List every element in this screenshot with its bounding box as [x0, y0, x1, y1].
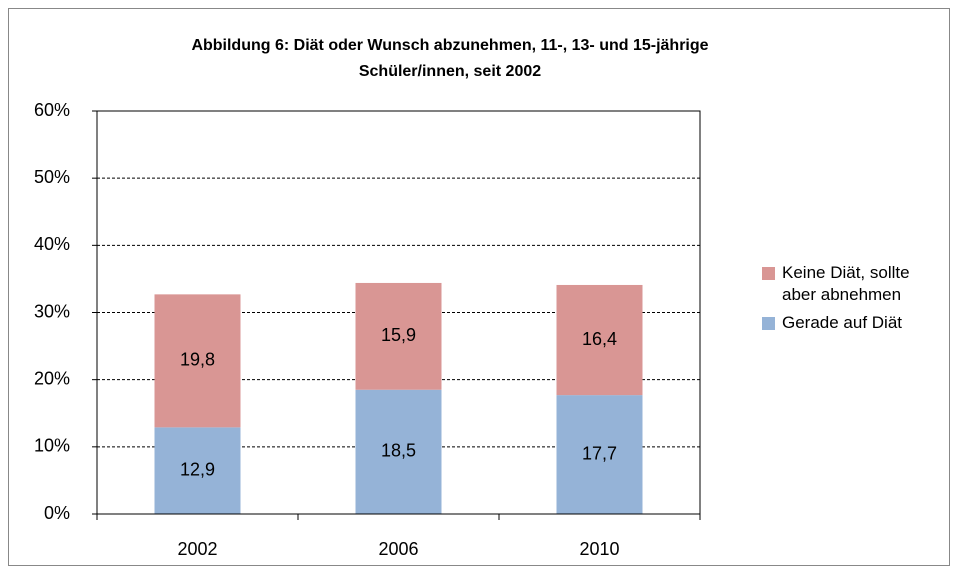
y-tick-label: 20% — [34, 368, 70, 388]
bar-segment — [556, 395, 643, 514]
legend-swatch — [762, 267, 775, 280]
y-tick-label: 10% — [34, 436, 70, 456]
bar-segment — [154, 294, 241, 428]
bar-segment — [154, 427, 241, 514]
y-tick-label: 50% — [34, 167, 70, 187]
legend-swatch — [762, 317, 775, 330]
data-label: 16,4 — [582, 329, 617, 349]
legend-item: Gerade auf Diät — [762, 312, 942, 334]
data-label: 19,8 — [180, 350, 215, 370]
plot-border — [96, 110, 701, 515]
data-label: 12,9 — [180, 459, 215, 479]
legend: Keine Diät, sollte aber abnehmen Gerade a… — [762, 262, 942, 340]
bar-segment — [355, 282, 442, 390]
y-tick-label: 60% — [34, 100, 70, 120]
x-tick-label: 2002 — [177, 539, 217, 559]
data-label: 18,5 — [381, 441, 416, 461]
legend-label: Gerade auf Diät — [782, 313, 903, 332]
chart-title: Abbildung 6: Diät oder Wunsch abzunehmen… — [191, 37, 708, 54]
data-label: 15,9 — [381, 325, 416, 345]
y-tick-label: 30% — [34, 301, 70, 321]
x-tick-label: 2010 — [579, 539, 619, 559]
y-tick-label: 40% — [34, 234, 70, 254]
chart-title: Schüler/innen, seit 2002 — [359, 63, 541, 80]
legend-item: Keine Diät, sollte aber abnehmen — [762, 262, 942, 306]
x-tick-label: 2006 — [378, 539, 418, 559]
legend-label: Keine Diät, sollte aber abnehmen — [782, 263, 910, 304]
y-tick-label: 0% — [44, 503, 70, 523]
data-label: 17,7 — [582, 443, 617, 463]
bar-segment — [355, 389, 442, 514]
bar-segment — [556, 284, 643, 396]
